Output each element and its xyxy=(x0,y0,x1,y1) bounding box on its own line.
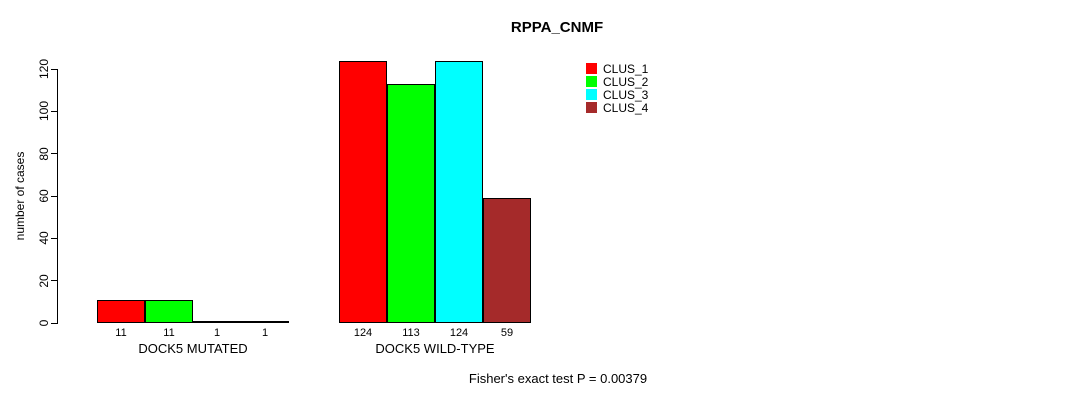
y-tick-label: 20 xyxy=(37,273,51,288)
y-axis-line xyxy=(57,69,58,324)
legend-row: CLUS_1 xyxy=(586,61,649,76)
group-label: DOCK5 WILD-TYPE xyxy=(375,341,495,356)
bar-value-label: 11 xyxy=(163,327,175,339)
annotation-text: Fisher's exact test P = 0.00379 xyxy=(468,371,648,386)
y-tick-mark xyxy=(51,110,57,112)
legend-label: CLUS_4 xyxy=(603,100,649,115)
bar-clus_4-mutated xyxy=(241,320,289,323)
legend-swatch-clus_2 xyxy=(586,76,597,87)
bar-clus_2-mutated xyxy=(145,299,193,323)
bar-value-label: 124 xyxy=(449,327,469,339)
bar-value-label: 124 xyxy=(353,327,373,339)
y-tick-mark xyxy=(51,322,57,324)
bar-value-label: 59 xyxy=(500,327,514,339)
legend-row: CLUS_3 xyxy=(586,87,649,102)
y-tick-mark xyxy=(51,280,57,282)
bar-value-label: 11 xyxy=(115,327,127,339)
y-axis-label: number of cases xyxy=(13,151,27,241)
bar-clus_4-wild-type xyxy=(483,198,531,323)
bar-value-label: 1 xyxy=(213,327,221,339)
group-label: DOCK5 MUTATED xyxy=(138,341,248,356)
legend-label: CLUS_3 xyxy=(603,87,649,102)
legend-label: CLUS_1 xyxy=(603,61,649,76)
y-tick-label: 100 xyxy=(37,101,51,122)
legend: CLUS_1 CLUS_2 CLUS_3 CLUS_4 xyxy=(586,61,649,115)
bar-value-label: 113 xyxy=(402,327,420,339)
legend-row: CLUS_4 xyxy=(586,100,649,115)
y-tick-mark xyxy=(51,237,57,239)
legend-row: CLUS_2 xyxy=(586,74,649,89)
bar-clus_3-wild-type xyxy=(435,60,483,323)
bar-clus_3-mutated xyxy=(193,320,241,323)
bar-value-label: 1 xyxy=(261,327,269,339)
y-tick-label: 60 xyxy=(37,189,51,203)
legend-swatch-clus_4 xyxy=(586,102,597,113)
y-tick-label: 0 xyxy=(37,319,51,327)
y-tick-label: 80 xyxy=(37,146,51,161)
legend-swatch-clus_3 xyxy=(586,89,597,100)
chart-title: RPPA_CNMF xyxy=(510,19,604,36)
y-tick-label: 120 xyxy=(37,58,51,80)
y-tick-mark xyxy=(51,68,57,70)
bar-clus_1-mutated xyxy=(97,299,145,323)
y-tick-mark xyxy=(51,153,57,155)
legend-label: CLUS_2 xyxy=(603,74,649,89)
legend-swatch-clus_1 xyxy=(586,63,597,74)
y-tick-mark xyxy=(51,195,57,197)
bar-clus_1-wild-type xyxy=(339,60,387,323)
y-tick-label: 40 xyxy=(37,231,51,246)
bar-clus_2-wild-type xyxy=(387,83,435,323)
